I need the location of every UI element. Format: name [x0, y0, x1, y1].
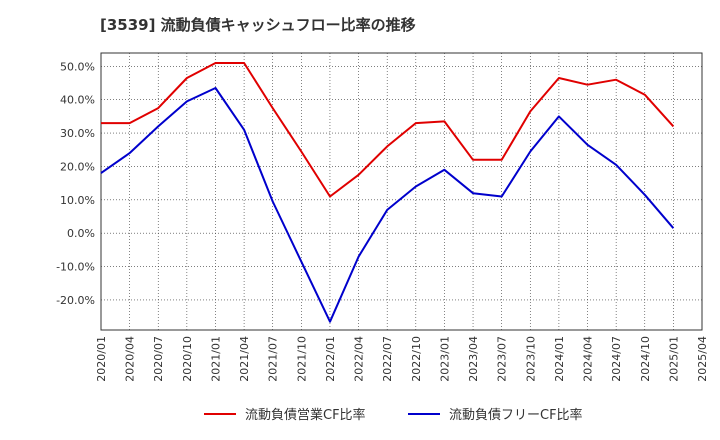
x-tick-label: 2023/10 — [524, 336, 537, 382]
plot-frame — [100, 52, 703, 331]
x-tick-label: 2023/01 — [438, 336, 451, 382]
y-tick-label: 40.0% — [60, 94, 95, 107]
grid — [100, 53, 703, 330]
y-tick-label: -10.0% — [56, 261, 95, 274]
x-tick-label: 2021/01 — [209, 336, 222, 382]
y-tick-label: 20.0% — [60, 160, 95, 173]
x-tick-label: 2023/07 — [496, 336, 509, 382]
y-tick-label: 30.0% — [60, 127, 95, 140]
legend-label-2: 流動負債フリーCF比率 — [449, 407, 583, 423]
x-axis: 2020/01 2020/04 2020/07 2020/10 2021/01 2021/… — [95, 336, 709, 382]
x-tick-label: 2022/10 — [410, 336, 423, 382]
x-tick-label: 2023/04 — [467, 336, 480, 382]
x-tick-label: 2020/10 — [181, 336, 194, 382]
y-tick-label: 50.0% — [60, 60, 95, 73]
series-line-1 — [101, 62, 675, 198]
legend: 流動負債営業CF比率 流動負債フリーCF比率 — [204, 407, 583, 423]
y-tick-label: -20.0% — [56, 294, 95, 307]
x-tick-label: 2021/07 — [267, 336, 280, 382]
x-tick-label: 2020/07 — [152, 336, 165, 382]
series-line-2 — [100, 87, 675, 323]
x-tick-label: 2024/07 — [610, 336, 623, 382]
x-tick-label: 2024/04 — [582, 336, 595, 382]
series-lines — [100, 62, 675, 323]
x-tick-label: 2022/01 — [324, 336, 337, 382]
chart-title: [3539] 流動負債キャッシュフロー比率の推移 — [100, 16, 416, 34]
legend-label-1: 流動負債営業CF比率 — [245, 407, 366, 423]
x-tick-label: 2020/01 — [95, 336, 108, 382]
x-tick-label: 2024/10 — [639, 336, 652, 382]
y-axis: 50.0% 40.0% 30.0% 20.0% 10.0% 0.0% -10.0% -20.0… — [56, 60, 95, 307]
x-tick-label: 2021/10 — [295, 336, 308, 382]
y-tick-label: 0.0% — [67, 227, 95, 240]
x-tick-label: 2020/04 — [124, 336, 137, 382]
x-tick-label: 2021/04 — [238, 336, 251, 382]
x-tick-label: 2022/04 — [353, 336, 366, 382]
x-tick-label: 2025/01 — [667, 336, 680, 382]
x-tick-label: 2025/04 — [696, 336, 709, 382]
x-tick-label: 2022/07 — [381, 336, 394, 382]
x-tick-label: 2024/01 — [553, 336, 566, 382]
y-tick-label: 10.0% — [60, 194, 95, 207]
